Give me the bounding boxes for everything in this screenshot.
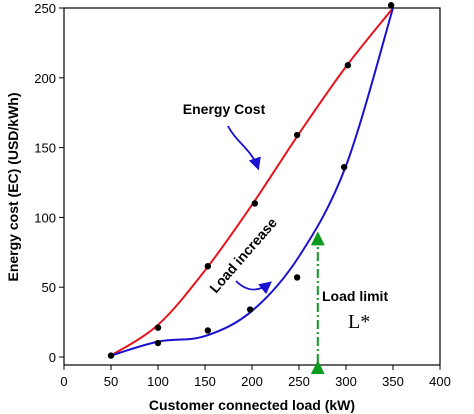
- y-axis-title: Energy cost (EC) (USD/kWh): [5, 92, 21, 281]
- x-tick-label: 50: [104, 374, 118, 389]
- data-point: [154, 339, 162, 347]
- y-tick-label: 0: [49, 350, 56, 365]
- x-tick-label: 0: [60, 374, 67, 389]
- l-star-label: L*: [348, 311, 370, 333]
- energy-cost-arrow: [227, 125, 261, 171]
- x-axis-title: Customer connected load (kW): [149, 397, 355, 413]
- y-tick-label: 150: [34, 141, 56, 156]
- data-point: [107, 352, 115, 359]
- data-point: [246, 306, 254, 313]
- data-point: [204, 327, 212, 334]
- x-tick-label: 250: [288, 374, 310, 389]
- data-points: [107, 2, 395, 359]
- load-increase-arrow: [235, 280, 272, 295]
- y-tick-label: 100: [34, 210, 56, 225]
- x-tick-label: 400: [429, 374, 451, 389]
- x-tick-label: 300: [335, 374, 357, 389]
- x-tick-label: 100: [147, 374, 169, 389]
- load-limit-label: Load limit: [322, 288, 388, 304]
- energy-cost-label: Energy Cost: [183, 101, 266, 117]
- y-axis-ticks: 0 50 100 150 200 250: [34, 1, 64, 365]
- data-point: [251, 200, 259, 207]
- x-tick-label: 150: [194, 374, 216, 389]
- data-point: [387, 2, 395, 9]
- x-axis-ticks: 0 50 100 150 200 250 300 350 400: [60, 365, 451, 389]
- data-point: [154, 324, 162, 331]
- data-point: [204, 263, 212, 270]
- data-point: [293, 274, 301, 281]
- data-point: [344, 62, 352, 69]
- x-tick-label: 200: [241, 374, 263, 389]
- y-tick-label: 50: [42, 280, 56, 295]
- x-tick-label: 350: [382, 374, 404, 389]
- data-point: [293, 131, 301, 139]
- data-point: [340, 163, 348, 171]
- y-tick-label: 250: [34, 1, 56, 16]
- y-tick-label: 200: [34, 71, 56, 86]
